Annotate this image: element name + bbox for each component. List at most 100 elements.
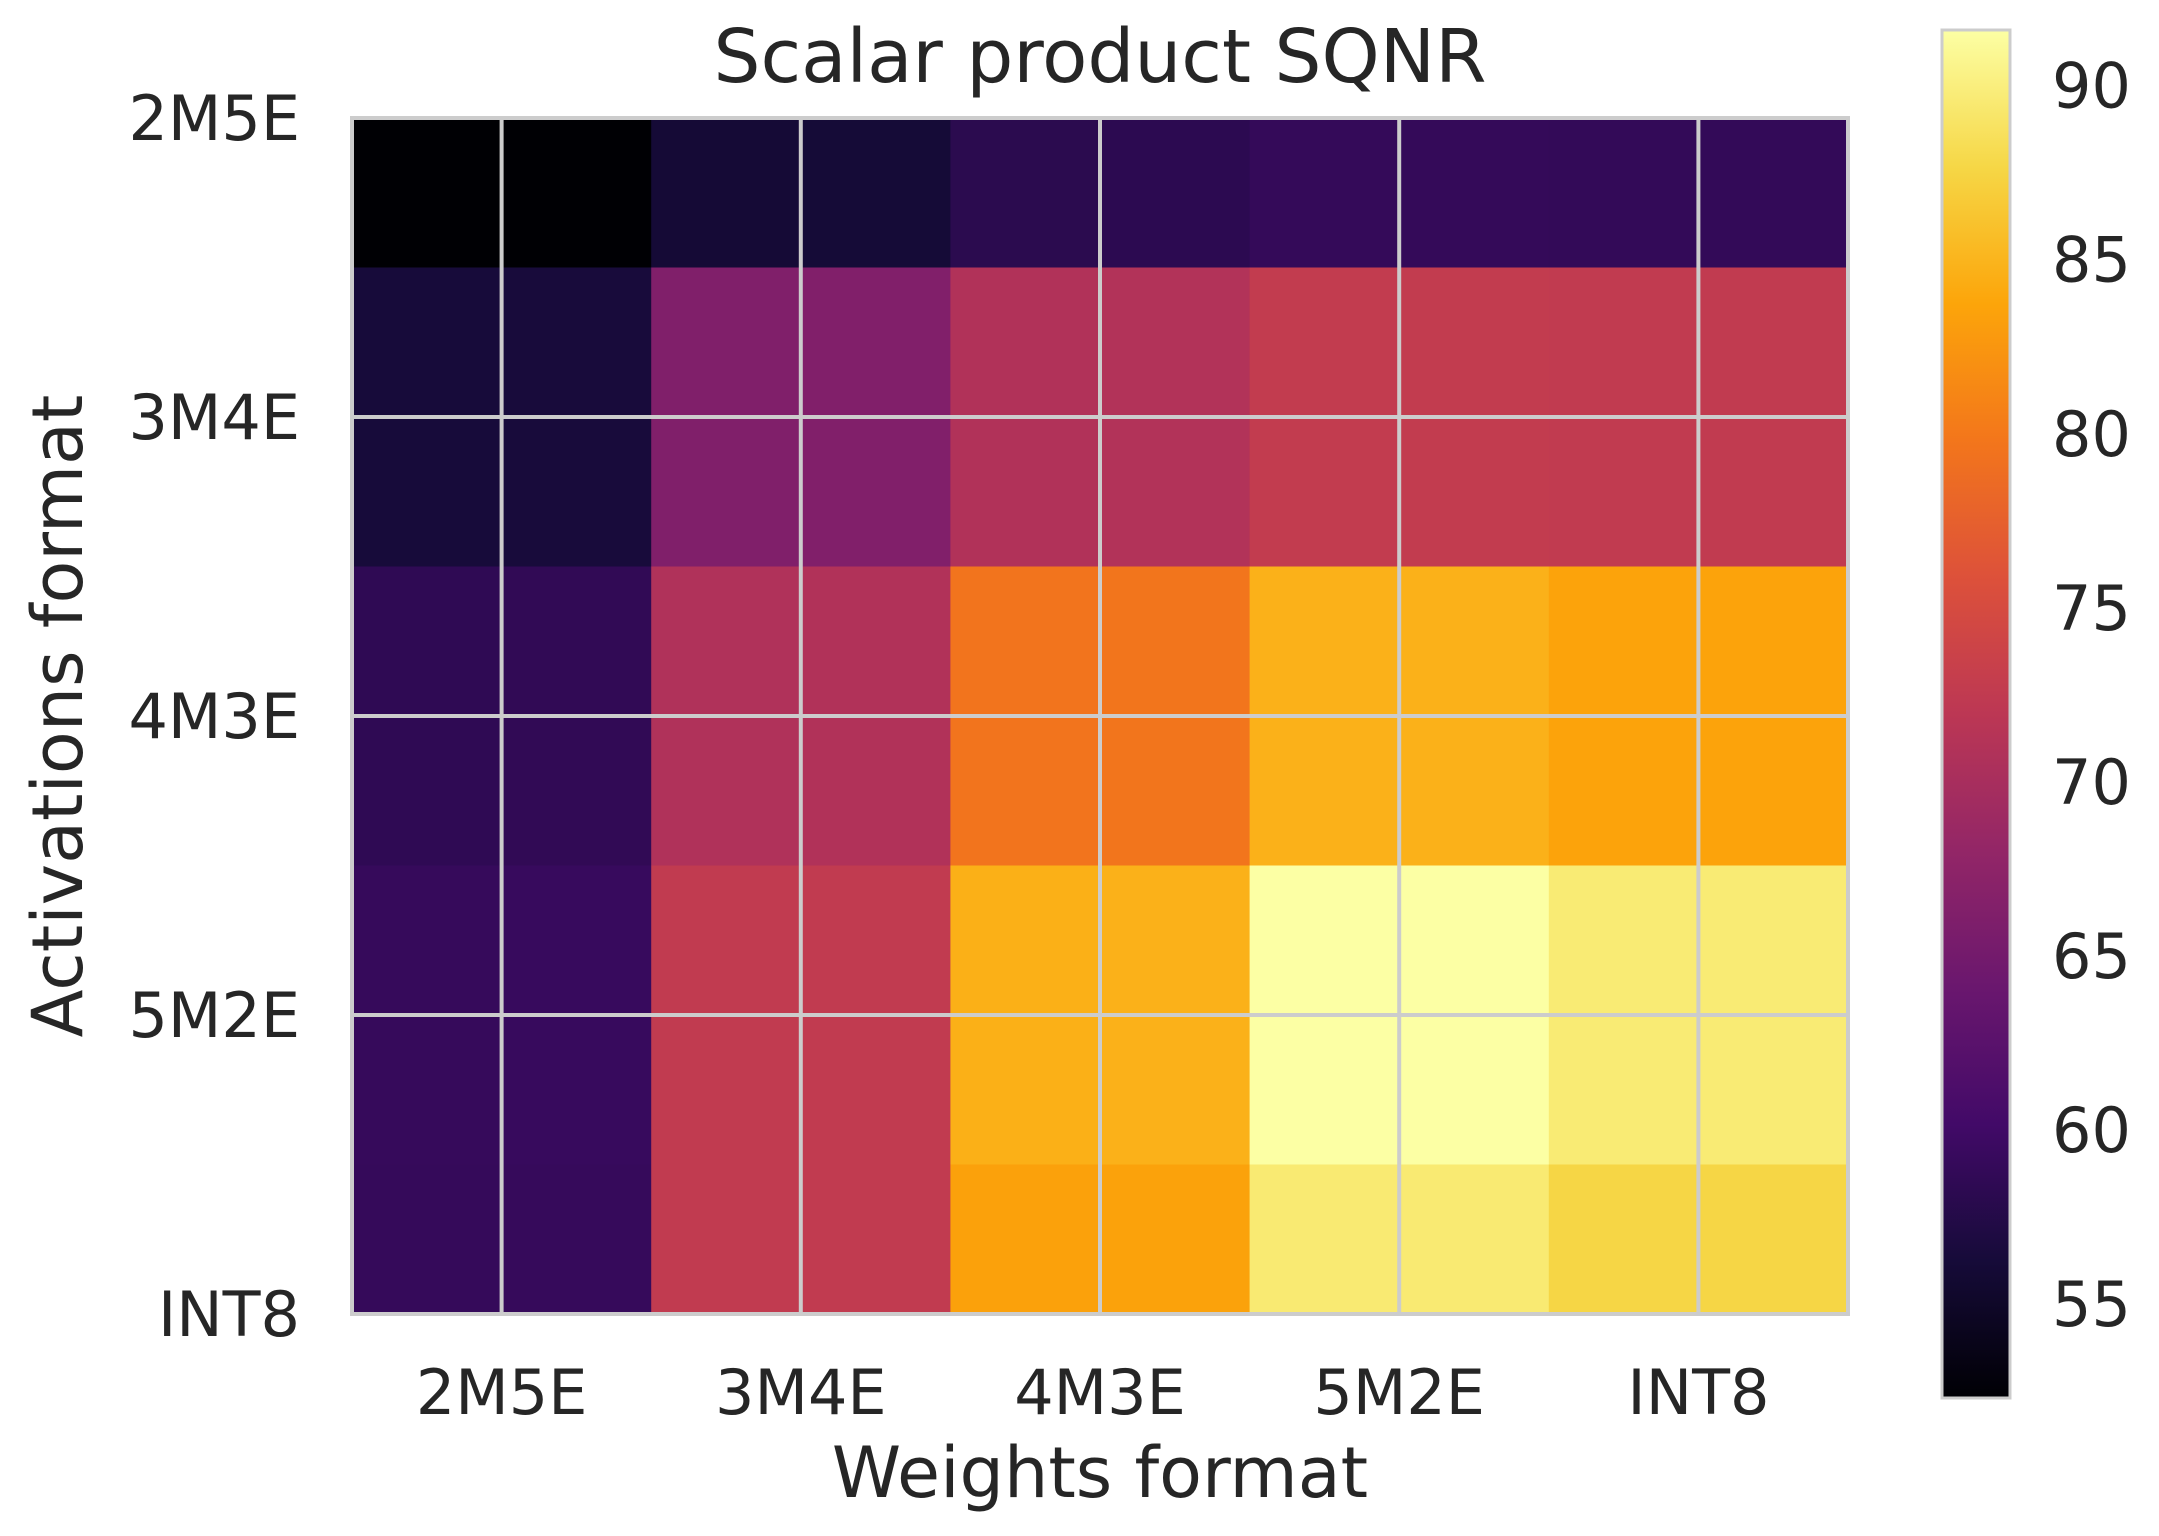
heatmap-cell bbox=[1698, 716, 1849, 867]
colorbar bbox=[1940, 28, 2012, 1400]
y-tick-labels: 2M5E 3M4E 4M3E 5M2E INT8 bbox=[128, 82, 300, 1351]
heatmap-cell bbox=[1399, 716, 1550, 867]
heatmap-cell bbox=[1100, 118, 1251, 269]
heatmap-cell bbox=[1399, 865, 1550, 1016]
heatmap-cell bbox=[1249, 118, 1400, 269]
heatmap-cell bbox=[800, 566, 951, 717]
heatmap-cell bbox=[501, 716, 652, 867]
heatmap-cell bbox=[1548, 1015, 1699, 1166]
heatmap-cell bbox=[352, 1164, 503, 1315]
heatmap-cell bbox=[651, 1164, 802, 1315]
heatmap-cell bbox=[950, 716, 1101, 867]
y-tick-label: 2M5E bbox=[128, 82, 300, 155]
heatmap-cell bbox=[501, 1164, 652, 1315]
heatmap-cell bbox=[352, 1015, 503, 1166]
heatmap-cell bbox=[1100, 1164, 1251, 1315]
heatmap-cell bbox=[800, 865, 951, 1016]
heatmap-cell bbox=[800, 417, 951, 568]
y-tick-label: 3M4E bbox=[128, 381, 300, 454]
heatmap-cell bbox=[800, 716, 951, 867]
y-tick-label: 5M2E bbox=[128, 979, 300, 1052]
heatmap-cell bbox=[1698, 865, 1849, 1016]
colorbar-tick-labels: 55 60 65 70 75 80 85 90 bbox=[2052, 50, 2131, 1341]
heatmap-cell bbox=[800, 118, 951, 269]
heatmap-cell bbox=[1548, 716, 1699, 867]
heatmap-cell bbox=[501, 865, 652, 1016]
chart-title: Scalar product SQNR bbox=[714, 14, 1487, 100]
heatmap-cell bbox=[501, 1015, 652, 1166]
heatmap-cell bbox=[1698, 1164, 1849, 1315]
heatmap-cell bbox=[1249, 1015, 1400, 1166]
colorbar-tick-label: 80 bbox=[2052, 398, 2131, 471]
heatmap-cell bbox=[1399, 267, 1550, 418]
x-tick-labels: 2M5E 3M4E 4M3E 5M2E INT8 bbox=[416, 1356, 1770, 1429]
heatmap-cell bbox=[501, 417, 652, 568]
heatmap-cell bbox=[950, 566, 1101, 717]
heatmap-cell bbox=[1249, 865, 1400, 1016]
y-axis-label: Activations format bbox=[17, 395, 99, 1038]
heatmap-cell bbox=[1548, 267, 1699, 418]
heatmap-cell bbox=[950, 118, 1101, 269]
colorbar-tick-label: 70 bbox=[2052, 746, 2131, 819]
heatmap-cell bbox=[1249, 566, 1400, 717]
colorbar-tick-label: 75 bbox=[2052, 572, 2131, 645]
heatmap-cell bbox=[1399, 417, 1550, 568]
colorbar-tick-label: 65 bbox=[2052, 920, 2131, 993]
heatmap-cell bbox=[1100, 566, 1251, 717]
heatmap-cell bbox=[1100, 267, 1251, 418]
colorbar-gradient bbox=[1940, 28, 2012, 1400]
heatmap-cell bbox=[352, 865, 503, 1016]
heatmap-cell bbox=[800, 267, 951, 418]
x-tick-label: 2M5E bbox=[416, 1356, 588, 1429]
heatmap-cell bbox=[950, 1015, 1101, 1166]
heatmap-cell bbox=[501, 566, 652, 717]
heatmap-cell bbox=[1548, 1164, 1699, 1315]
heatmap-cell bbox=[651, 267, 802, 418]
heatmap-cell bbox=[1100, 865, 1251, 1016]
heatmap-cell bbox=[352, 417, 503, 568]
heatmap-cell bbox=[1698, 267, 1849, 418]
y-tick-label: 4M3E bbox=[128, 680, 300, 753]
heatmap-cell bbox=[1698, 566, 1849, 717]
heatmap-cell bbox=[1698, 417, 1849, 568]
heatmap-cell bbox=[651, 118, 802, 269]
heatmap-cell bbox=[352, 716, 503, 867]
heatmap-cell bbox=[1399, 1015, 1550, 1166]
colorbar-tick-label: 85 bbox=[2052, 224, 2131, 297]
heatmap-cell bbox=[352, 566, 503, 717]
heatmap-cell bbox=[1249, 716, 1400, 867]
x-tick-label: INT8 bbox=[1627, 1356, 1769, 1429]
heatmap-cell bbox=[1100, 716, 1251, 867]
heatmap-cell bbox=[950, 417, 1101, 568]
heatmap-cell bbox=[1100, 417, 1251, 568]
heatmap-cell bbox=[352, 118, 503, 269]
heatmap-cell bbox=[1548, 118, 1699, 269]
heatmap-cell bbox=[501, 267, 652, 418]
heatmap-cell bbox=[501, 118, 652, 269]
heatmap-cell bbox=[651, 417, 802, 568]
heatmap-cell bbox=[1100, 1015, 1251, 1166]
heatmap-cell bbox=[1399, 1164, 1550, 1315]
heatmap-cell bbox=[1698, 1015, 1849, 1166]
heatmap-cell bbox=[352, 267, 503, 418]
heatmap-cell bbox=[1698, 118, 1849, 269]
heatmap-cell bbox=[1399, 566, 1550, 717]
heatmap-cell bbox=[950, 267, 1101, 418]
heatmap-cell bbox=[800, 1015, 951, 1166]
heatmap-cell bbox=[1249, 267, 1400, 418]
heatmap-cell bbox=[1548, 417, 1699, 568]
heatmap-cell bbox=[651, 1015, 802, 1166]
heatmap-cell bbox=[651, 566, 802, 717]
x-axis-label: Weights format bbox=[832, 1432, 1368, 1514]
heatmap-cell bbox=[950, 1164, 1101, 1315]
x-tick-label: 4M3E bbox=[1014, 1356, 1186, 1429]
colorbar-tick-label: 55 bbox=[2052, 1268, 2131, 1341]
heatmap-cells bbox=[352, 118, 1849, 1315]
y-tick-label: INT8 bbox=[158, 1278, 300, 1351]
heatmap-cell bbox=[1548, 566, 1699, 717]
heatmap-cell bbox=[1548, 865, 1699, 1016]
heatmap-cell bbox=[950, 865, 1101, 1016]
x-tick-label: 3M4E bbox=[715, 1356, 887, 1429]
colorbar-tick-label: 90 bbox=[2052, 50, 2131, 123]
